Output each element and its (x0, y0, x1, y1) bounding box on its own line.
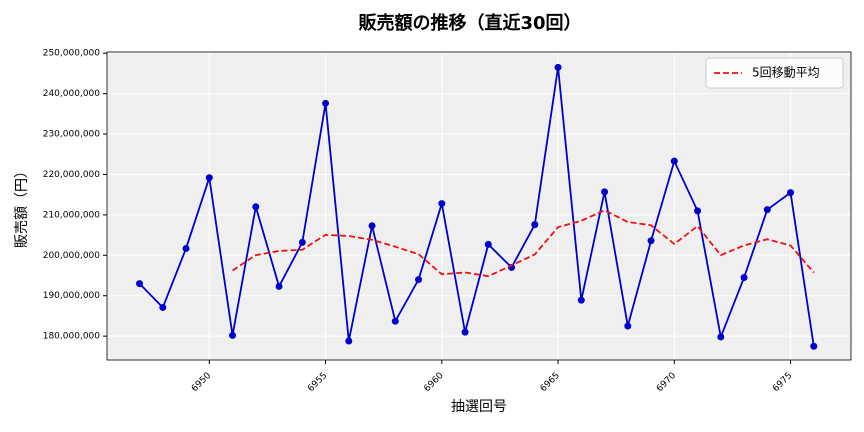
data-point (601, 188, 609, 196)
legend-label: 5回移動平均 (752, 66, 820, 80)
x-tick-label: 6955 (306, 371, 329, 394)
data-point (345, 337, 353, 345)
data-point (368, 222, 376, 230)
data-point (694, 207, 702, 215)
data-point (275, 282, 283, 290)
y-tick-label: 220,000,000 (43, 170, 101, 180)
data-point (531, 221, 539, 229)
plot-border (106, 51, 852, 361)
data-point (577, 296, 585, 304)
data-point (787, 189, 795, 197)
data-point (484, 240, 492, 248)
x-tick-label: 6950 (190, 371, 213, 394)
data-point (391, 317, 399, 325)
data-point (322, 99, 330, 107)
x-axis-label: 抽選回号 (451, 399, 507, 415)
data-point (415, 276, 423, 284)
data-point (717, 333, 725, 341)
y-tick-label: 190,000,000 (43, 291, 101, 301)
y-tick-label: 200,000,000 (43, 251, 101, 261)
series-line (232, 209, 815, 278)
y-tick-label: 180,000,000 (43, 332, 101, 342)
data-point (205, 174, 213, 182)
data-point (554, 63, 562, 71)
data-point (159, 303, 167, 311)
data-point (740, 274, 748, 282)
y-tick-label: 230,000,000 (43, 130, 101, 140)
data-point (182, 244, 190, 252)
y-axis-label: 販売額（円） (14, 164, 30, 248)
data-point (624, 322, 632, 330)
y-tick-label: 210,000,000 (43, 210, 101, 220)
data-point (647, 237, 655, 245)
data-point (763, 206, 771, 214)
x-tick-label: 6960 (422, 371, 445, 394)
y-tick-label: 240,000,000 (43, 89, 101, 99)
data-point (136, 280, 144, 288)
data-point (461, 328, 469, 336)
data-point (670, 157, 678, 165)
data-point (298, 238, 306, 246)
x-tick-label: 6970 (655, 371, 678, 394)
chart-title: 販売額の推移（直近30回） (358, 12, 581, 34)
x-tick-label: 6965 (539, 371, 562, 394)
data-point (810, 342, 818, 350)
plot-area (107, 52, 851, 360)
data-point (229, 331, 237, 339)
y-tick-label: 250,000,000 (43, 49, 101, 59)
data-point (438, 200, 446, 208)
legend-box (705, 57, 844, 89)
data-point (252, 203, 260, 211)
x-tick-label: 6975 (771, 371, 794, 394)
